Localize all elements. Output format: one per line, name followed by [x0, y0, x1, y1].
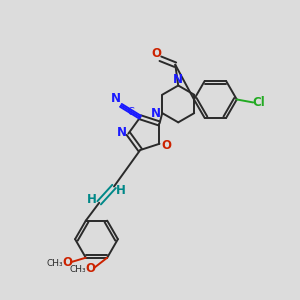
Text: H: H — [87, 193, 97, 206]
Text: CH₃: CH₃ — [46, 259, 63, 268]
Text: CH₃: CH₃ — [69, 265, 86, 274]
Text: C: C — [128, 107, 135, 117]
Text: N: N — [110, 92, 121, 105]
Text: N: N — [173, 73, 183, 86]
Text: O: O — [62, 256, 72, 269]
Text: O: O — [151, 47, 161, 60]
Text: Cl: Cl — [253, 96, 266, 109]
Text: N: N — [117, 126, 127, 139]
Text: H: H — [116, 184, 125, 197]
Text: O: O — [161, 139, 171, 152]
Text: O: O — [85, 262, 95, 275]
Text: N: N — [151, 106, 161, 120]
